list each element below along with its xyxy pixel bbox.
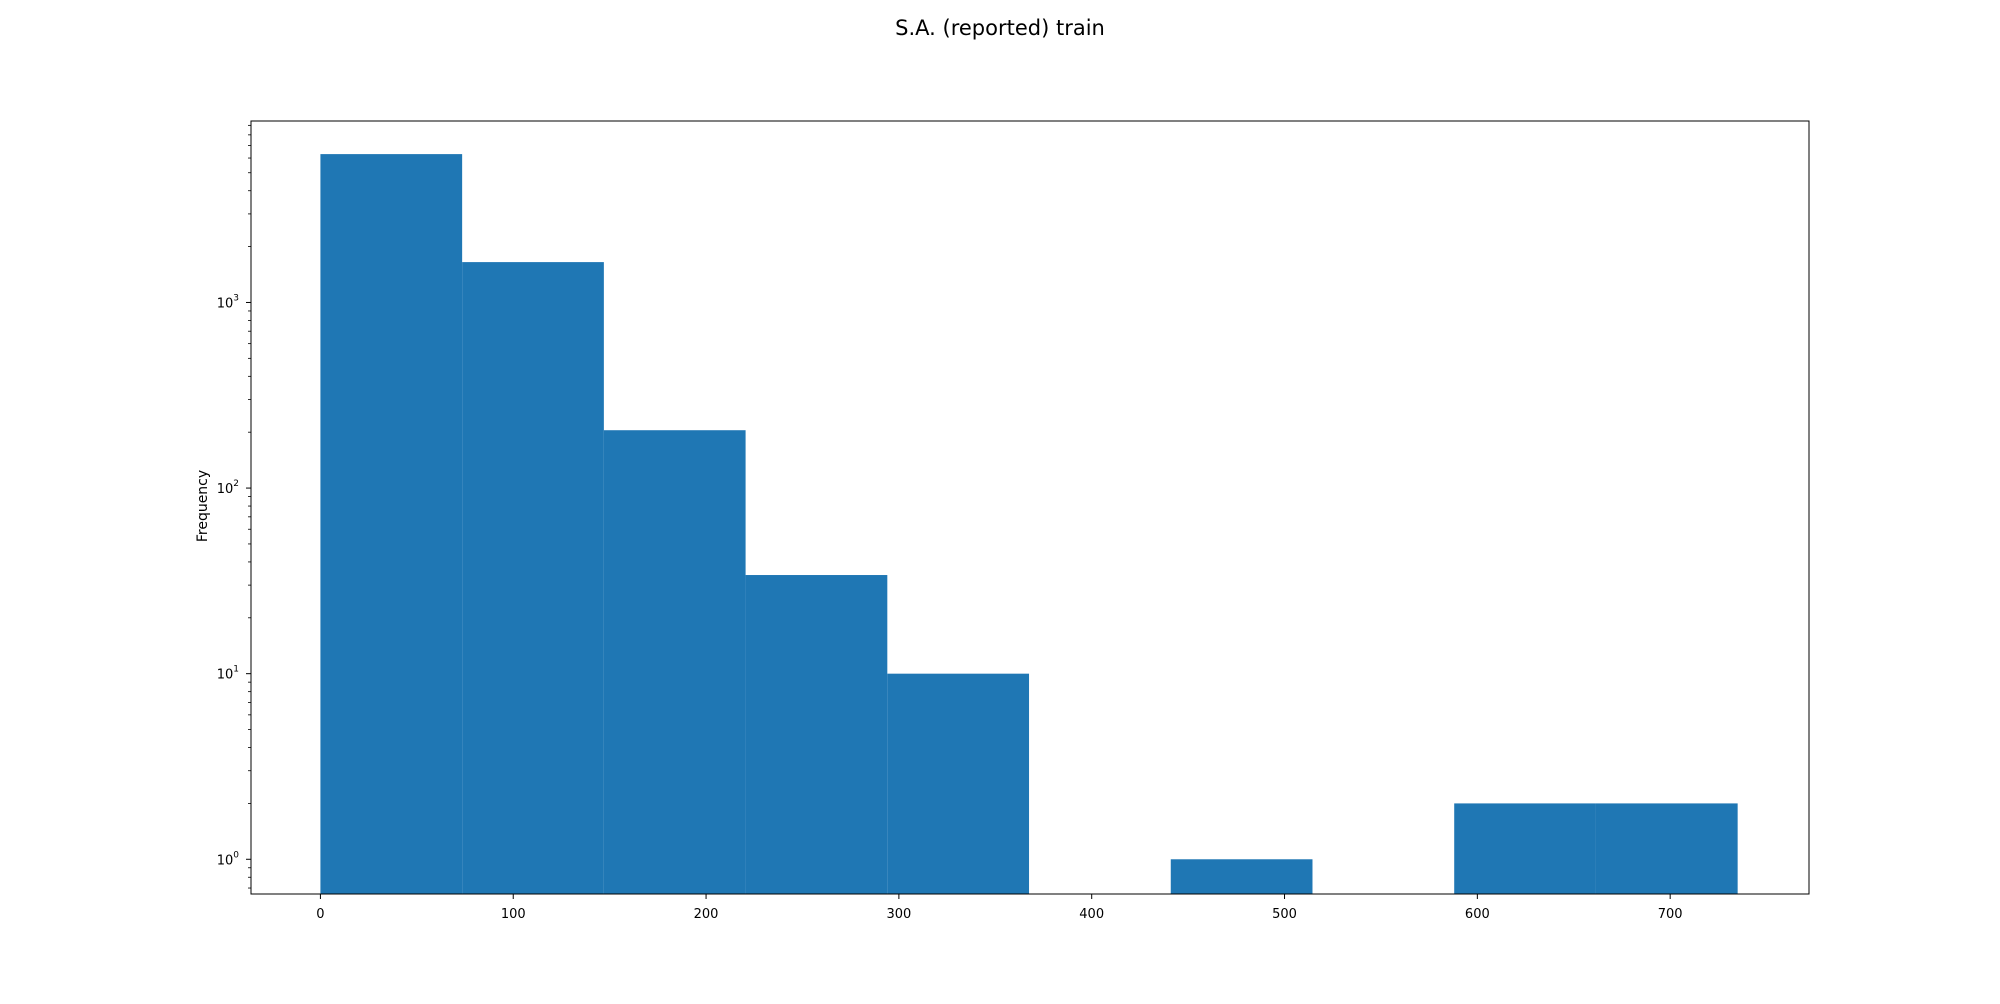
x-tick-label: 400 bbox=[1079, 907, 1104, 922]
x-axis-ticks: 0 100 200 300 400 500 600 700 bbox=[316, 894, 1683, 922]
histogram-bar-4 bbox=[887, 673, 1030, 894]
histogram-bar-9 bbox=[1595, 803, 1738, 894]
histogram-bar-8 bbox=[1454, 803, 1596, 894]
y-axis-label: Frequency bbox=[195, 470, 211, 542]
y-tick-label: 100 bbox=[217, 850, 240, 868]
histogram-bar-3 bbox=[745, 575, 888, 894]
histogram-bar-6 bbox=[1170, 859, 1313, 894]
histogram-bar-0 bbox=[320, 154, 463, 894]
chart-title: S.A. (reported) train bbox=[895, 16, 1105, 40]
plot-frame bbox=[250, 120, 1810, 895]
x-tick-label: 100 bbox=[501, 907, 526, 922]
histogram-bar-2 bbox=[603, 430, 746, 894]
histogram-bar-1 bbox=[462, 262, 604, 894]
bars-group bbox=[320, 154, 1738, 894]
x-tick-label: 300 bbox=[886, 907, 911, 922]
x-tick-label: 700 bbox=[1658, 907, 1683, 922]
y-tick-label: 102 bbox=[217, 479, 239, 497]
y-tick-label: 101 bbox=[217, 665, 239, 683]
y-axis-ticks: 100 101 102 103 bbox=[217, 124, 251, 889]
x-tick-label: 0 bbox=[316, 907, 324, 922]
y-tick-label: 103 bbox=[217, 293, 239, 311]
x-tick-label: 200 bbox=[694, 907, 719, 922]
x-tick-label: 600 bbox=[1465, 907, 1490, 922]
x-tick-label: 500 bbox=[1272, 907, 1297, 922]
